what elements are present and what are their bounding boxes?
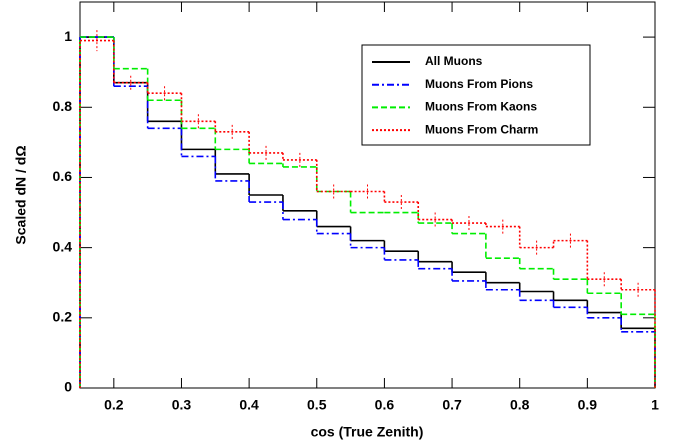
legend-label: All Muons	[425, 54, 483, 68]
y-axis-title: Scaled dN / dΩ	[13, 145, 29, 244]
x-tick-label: 0.5	[307, 397, 327, 413]
y-tick-label: 0.8	[53, 98, 73, 114]
x-tick-label: 0.7	[442, 397, 462, 413]
x-tick-label: 0.2	[104, 397, 124, 413]
x-tick-label: 0.6	[375, 397, 395, 413]
x-tick-label: 0.3	[172, 397, 192, 413]
x-tick-label: 1	[651, 397, 659, 413]
x-tick-label: 0.9	[578, 397, 598, 413]
x-axis-title: cos (True Zenith)	[311, 424, 424, 440]
x-tick-label: 0.8	[510, 397, 530, 413]
y-tick-label: 0.2	[53, 309, 73, 325]
y-tick-label: 0	[64, 379, 72, 395]
y-tick-label: 1	[64, 28, 72, 44]
legend-label: Muons From Charm	[425, 122, 538, 136]
y-tick-label: 0.6	[53, 168, 73, 184]
y-tick-label: 0.4	[53, 238, 73, 254]
legend-label: Muons From Pions	[425, 77, 533, 91]
x-tick-label: 0.4	[239, 397, 259, 413]
legend-label: Muons From Kaons	[425, 100, 537, 114]
legend: All Muons Muons From Pions Muons From Kaon…	[361, 44, 591, 146]
